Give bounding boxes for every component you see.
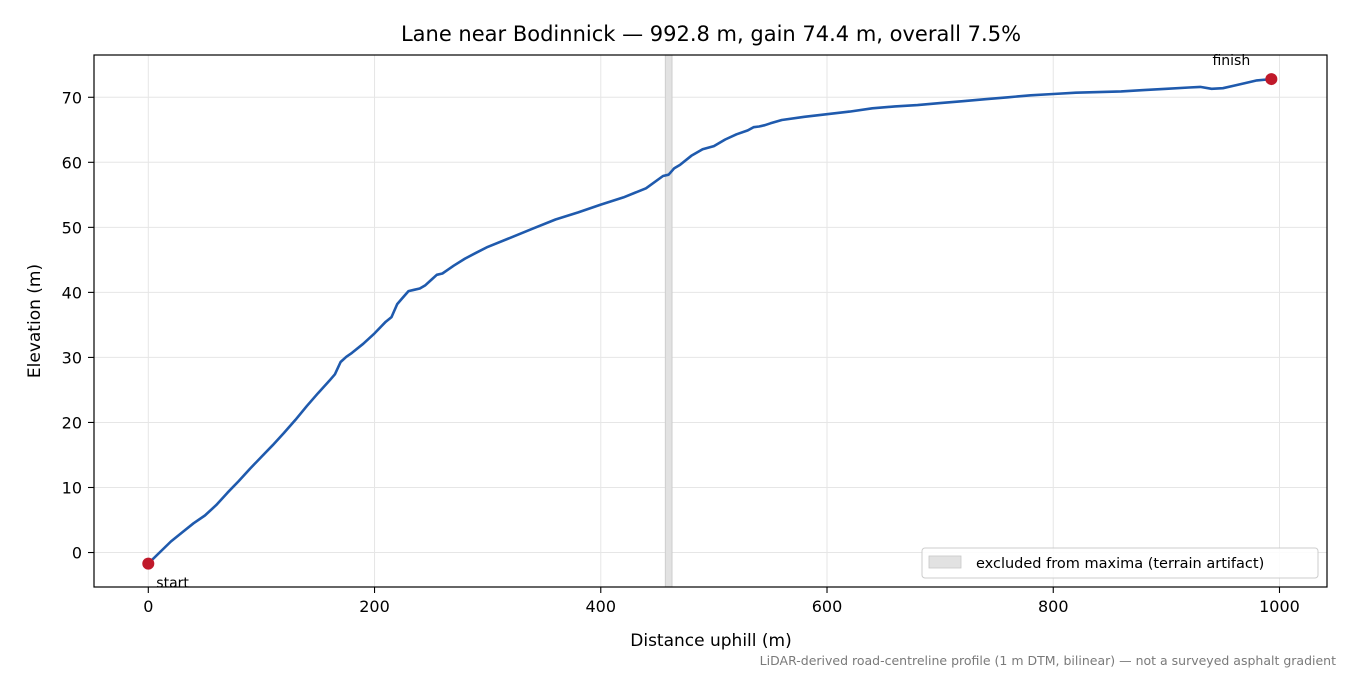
x-tick-label: 1000 [1259, 597, 1300, 616]
y-tick-label: 70 [62, 88, 82, 107]
start-marker [142, 557, 155, 570]
legend: excluded from maxima (terrain artifact) [921, 547, 1319, 579]
finish-label: finish [1212, 53, 1250, 69]
y-tick-label: 0 [72, 544, 82, 563]
x-tick-label: 400 [586, 597, 617, 616]
y-axis-label: Elevation (m) [25, 264, 45, 378]
x-axis-label: Distance uphill (m) [630, 631, 791, 651]
y-tick-label: 30 [62, 348, 82, 367]
x-tick-label: 200 [359, 597, 390, 616]
y-tick-label: 10 [62, 478, 82, 497]
excluded-band [664, 54, 673, 588]
legend-box [921, 547, 1319, 579]
legend-swatch [928, 555, 962, 569]
y-tick-label: 60 [62, 153, 82, 172]
chart-title: Lane near Bodinnick — 992.8 m, gain 74.4… [401, 22, 1021, 46]
start-label: start [156, 576, 189, 592]
x-tick-label: 800 [1038, 597, 1069, 616]
axis-ticks: 0 200 400 600 800 1000 0 10 20 30 40 50 60 70 [62, 88, 1300, 616]
footnote: LiDAR-derived road-centreline profile (1… [760, 653, 1336, 668]
elevation-line [147, 77, 1272, 565]
y-tick-label: 20 [62, 413, 82, 432]
y-tick-label: 50 [62, 218, 82, 237]
legend-label: excluded from maxima (terrain artifact) [976, 556, 1264, 572]
y-tick-label: 40 [62, 283, 82, 302]
grid-lines [94, 55, 1327, 587]
finish-marker [1265, 73, 1278, 86]
x-tick-label: 0 [143, 597, 153, 616]
x-tick-label: 600 [812, 597, 843, 616]
plot-frame [93, 54, 1328, 588]
